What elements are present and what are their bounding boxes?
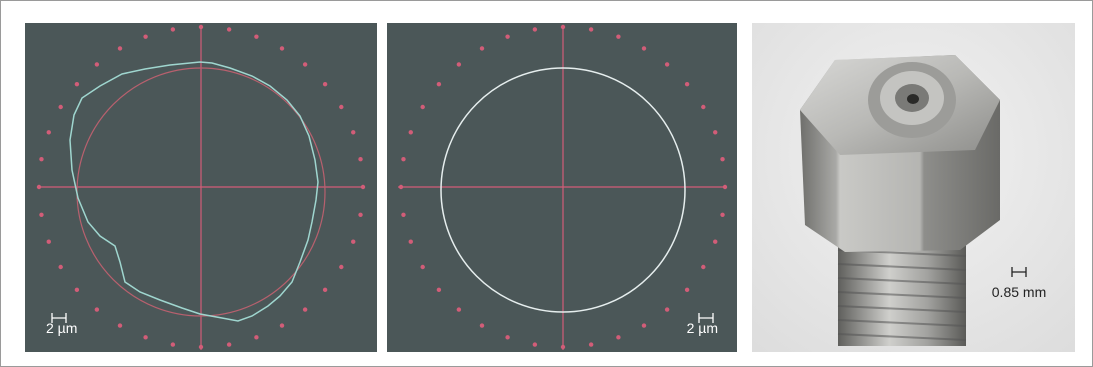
- marker: [358, 157, 362, 161]
- marker: [457, 307, 461, 311]
- marker: [642, 323, 646, 327]
- marker: [642, 46, 646, 50]
- marker: [616, 34, 620, 38]
- marker: [323, 82, 327, 86]
- marker: [505, 34, 509, 38]
- marker: [254, 335, 258, 339]
- marker: [75, 288, 79, 292]
- marker: [39, 157, 43, 161]
- marker: [118, 46, 122, 50]
- marker: [723, 185, 727, 189]
- marker: [409, 130, 413, 134]
- marker: [47, 240, 51, 244]
- marker: [701, 105, 705, 109]
- marker: [437, 288, 441, 292]
- marker: [280, 323, 284, 327]
- marker: [323, 288, 327, 292]
- marker: [361, 185, 365, 189]
- marker: [199, 345, 203, 349]
- marker: [457, 62, 461, 66]
- marker: [59, 105, 63, 109]
- marker: [95, 307, 99, 311]
- scale-label: 2 µm: [46, 320, 77, 336]
- scale-label: 2 µm: [687, 320, 718, 336]
- marker: [399, 185, 403, 189]
- marker: [533, 342, 537, 346]
- marker: [401, 157, 405, 161]
- marker: [280, 46, 284, 50]
- marker: [665, 62, 669, 66]
- marker: [665, 307, 669, 311]
- marker: [143, 335, 147, 339]
- marker: [351, 130, 355, 134]
- marker: [589, 27, 593, 31]
- marker: [505, 335, 509, 339]
- marker: [720, 157, 724, 161]
- marker: [339, 265, 343, 269]
- marker: [401, 213, 405, 217]
- marker: [199, 25, 203, 29]
- marker: [118, 323, 122, 327]
- marker: [303, 62, 307, 66]
- marker: [480, 323, 484, 327]
- marker: [480, 46, 484, 50]
- marker: [720, 213, 724, 217]
- marker: [227, 27, 231, 31]
- marker: [254, 34, 258, 38]
- marker: [95, 62, 99, 66]
- marker: [589, 342, 593, 346]
- marker: [561, 345, 565, 349]
- marker: [351, 240, 355, 244]
- marker: [37, 185, 41, 189]
- marker: [75, 82, 79, 86]
- scale-label: 0.85 mm: [992, 284, 1046, 300]
- marker: [421, 105, 425, 109]
- marker: [713, 130, 717, 134]
- marker: [303, 307, 307, 311]
- marker: [701, 265, 705, 269]
- marker: [358, 213, 362, 217]
- marker: [339, 105, 343, 109]
- marker: [685, 288, 689, 292]
- marker: [47, 130, 51, 134]
- figure: 2 µm 2 µm 0.85 mm: [0, 0, 1093, 367]
- marker: [437, 82, 441, 86]
- marker: [171, 27, 175, 31]
- marker: [616, 335, 620, 339]
- marker: [409, 240, 413, 244]
- marker: [685, 82, 689, 86]
- marker: [143, 34, 147, 38]
- marker: [171, 342, 175, 346]
- marker: [39, 213, 43, 217]
- marker: [227, 342, 231, 346]
- marker: [533, 27, 537, 31]
- marker: [421, 265, 425, 269]
- marker: [59, 265, 63, 269]
- marker: [561, 25, 565, 29]
- marker: [713, 240, 717, 244]
